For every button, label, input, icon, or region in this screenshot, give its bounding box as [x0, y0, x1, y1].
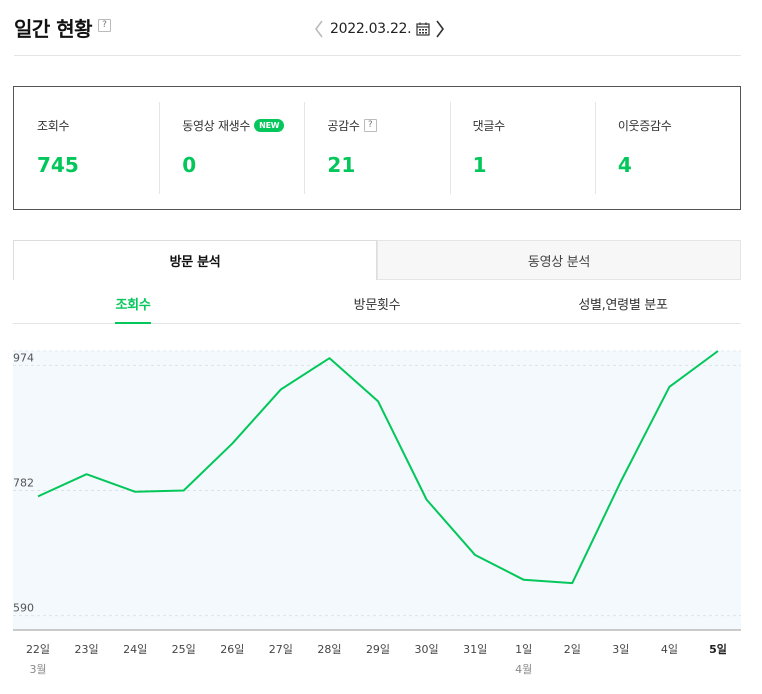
x-tick-label: 25일 [172, 642, 196, 656]
x-tick-label: 29일 [366, 642, 390, 656]
x-tick-label: 30일 [415, 642, 439, 656]
month-label: 4월 [515, 663, 532, 676]
y-tick-label: 974 [13, 351, 34, 364]
x-tick-label: 31일 [463, 642, 487, 656]
stat-value: 1 [472, 153, 487, 177]
help-icon[interactable]: ? [98, 19, 111, 32]
x-tick-label: 5일 [709, 642, 727, 656]
sub-tabs: 조회수 방문횟수 성별,연령별 분포 [13, 284, 741, 324]
chevron-right-icon [436, 20, 445, 38]
stat-views: 조회수 745 [14, 87, 159, 209]
y-tick-label: 782 [13, 477, 34, 490]
next-date-button[interactable] [431, 17, 449, 41]
current-date: 2022.03.22. [330, 21, 412, 37]
chevron-left-icon [315, 20, 323, 38]
subtab-views[interactable]: 조회수 [115, 284, 151, 324]
stat-neighbor-change: 이웃증감수 4 [594, 87, 740, 209]
stat-label: 이웃증감수 [617, 119, 672, 133]
tab-visit-analysis[interactable]: 방문 분석 [13, 240, 377, 280]
stat-likes: 공감수? 21 [304, 87, 449, 209]
y-tick-label: 590 [13, 602, 34, 615]
header: 일간 현황 ? 2022.03.22. [14, 0, 741, 56]
prev-date-button[interactable] [310, 17, 328, 41]
stat-label: 댓글수 [472, 119, 506, 133]
subtab-demographics[interactable]: 성별,연령별 분포 [578, 298, 668, 313]
x-tick-label: 28일 [317, 642, 341, 656]
daily-stats-panel: 조회수 745 동영상 재생수 NEW 0 공감수? 21 댓글수 1 이웃증감수… [13, 86, 741, 210]
x-tick-label: 3일 [612, 642, 629, 656]
help-icon[interactable]: ? [363, 119, 377, 132]
stat-label: 동영상 재생수 [182, 119, 251, 133]
x-tick-label: 26일 [220, 642, 244, 656]
month-label: 3월 [29, 663, 46, 676]
stat-video-plays: 동영상 재생수 NEW 0 [159, 87, 304, 209]
subtab-visits[interactable]: 방문횟수 [353, 298, 401, 313]
x-tick-label: 1일 [515, 642, 532, 656]
date-navigator: 2022.03.22. [310, 16, 449, 42]
line-chart: 590 782 974 22일 23일 24일 25일 26일 27일 28일 29일 30일 31일 1… [13, 350, 741, 676]
tab-video-analysis[interactable]: 동영상 분석 [377, 240, 741, 280]
x-tick-label: 4일 [661, 642, 678, 656]
calendar-button[interactable] [415, 21, 431, 37]
stat-value: 0 [182, 153, 197, 177]
x-tick-label: 2일 [564, 642, 581, 656]
x-tick-label: 22일 [26, 642, 50, 656]
main-tabs: 방문 분석 동영상 분석 [13, 240, 741, 280]
x-tick-label: 27일 [269, 642, 293, 656]
stat-label: 조회수 [37, 119, 70, 133]
stat-value: 745 [37, 153, 79, 177]
stat-value: 4 [617, 153, 632, 177]
views-chart: 590 782 974 22일 23일 24일 25일 26일 27일 28일 29일 30일 31일 1… [0, 325, 762, 694]
x-tick-label: 24일 [123, 642, 147, 656]
stat-comments: 댓글수 1 [449, 87, 595, 209]
new-badge: NEW [254, 119, 285, 132]
x-tick-label: 23일 [75, 642, 99, 656]
page-title: 일간 현황 [14, 17, 93, 41]
calendar-icon [416, 22, 430, 36]
stat-label: 공감수 [327, 119, 360, 133]
stat-value: 21 [327, 153, 356, 177]
